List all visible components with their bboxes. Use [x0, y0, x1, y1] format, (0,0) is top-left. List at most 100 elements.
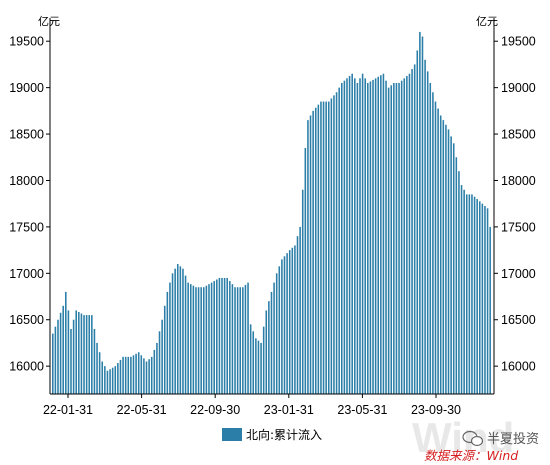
- y-tick-label-right: 18000: [501, 174, 536, 188]
- bar: [364, 78, 366, 394]
- bar: [247, 282, 249, 394]
- bar: [359, 78, 361, 394]
- bar: [218, 277, 221, 394]
- bar: [486, 208, 489, 394]
- bar: [299, 226, 301, 394]
- bar: [156, 342, 158, 394]
- y-tick-label-right: 19000: [501, 81, 536, 95]
- bar: [327, 101, 330, 394]
- bar: [70, 329, 72, 394]
- bar: [437, 108, 439, 395]
- bar: [408, 73, 411, 394]
- bar: [145, 361, 148, 394]
- bar: [281, 259, 283, 394]
- bar: [52, 333, 54, 394]
- bar: [176, 264, 179, 394]
- bar: [406, 76, 408, 395]
- bar: [468, 194, 471, 394]
- bar: [169, 282, 171, 394]
- bar: [484, 206, 486, 394]
- bar: [187, 282, 189, 394]
- bar: [439, 115, 442, 394]
- bar: [234, 287, 236, 394]
- bar: [242, 287, 244, 394]
- bar: [85, 315, 88, 394]
- bar: [429, 82, 432, 395]
- bar: [265, 310, 268, 394]
- bar: [309, 115, 312, 394]
- bar: [473, 196, 476, 394]
- y-unit-left: 亿元: [38, 15, 60, 28]
- bar: [75, 310, 77, 394]
- bar: [356, 82, 359, 395]
- bar: [291, 247, 294, 394]
- bar: [471, 194, 473, 394]
- y-tick-label-right: 18500: [501, 128, 536, 142]
- bar: [140, 355, 143, 394]
- bar: [296, 236, 299, 394]
- bar: [286, 253, 288, 394]
- x-ticks: 22-01-31 22-05-31 22-09-30 23-01-31 23-05-31…: [43, 394, 461, 417]
- bar: [106, 370, 109, 394]
- y-tick-label-left: 18500: [9, 128, 44, 142]
- bar: [455, 157, 458, 394]
- bar: [98, 352, 101, 394]
- bar: [236, 287, 239, 394]
- legend-swatch: [222, 428, 242, 441]
- bar: [93, 329, 96, 394]
- bar: [340, 82, 343, 395]
- bar: [372, 79, 374, 394]
- bar: [252, 331, 255, 394]
- bar: [382, 73, 385, 394]
- legend: 北向:累计流入: [222, 427, 322, 442]
- bar: [229, 281, 231, 394]
- y-tick-label-left: 18000: [9, 174, 44, 188]
- bar: [239, 287, 242, 394]
- bar: [111, 367, 114, 394]
- bar: [226, 277, 228, 394]
- bar: [393, 82, 395, 395]
- bar: [163, 305, 166, 394]
- bar: [354, 78, 356, 394]
- bar: [463, 189, 465, 394]
- bar: [223, 277, 226, 394]
- bar: [325, 101, 327, 394]
- bar: [124, 356, 127, 394]
- bar: [367, 82, 369, 395]
- bar: [481, 203, 484, 394]
- bar: [109, 369, 111, 394]
- legend-label: 北向:累计流入: [246, 427, 322, 442]
- bar: [333, 95, 335, 395]
- bar: [465, 194, 468, 394]
- bar: [135, 353, 137, 394]
- bar: [489, 226, 491, 394]
- bar: [249, 324, 252, 394]
- bar: [476, 199, 478, 394]
- bar: [320, 101, 322, 394]
- y-tick-label-right: 17000: [501, 267, 536, 281]
- bar: [174, 268, 176, 394]
- bar: [192, 285, 195, 394]
- bar: [231, 284, 234, 394]
- y-tick-label-left: 16500: [9, 313, 44, 327]
- bar: [314, 107, 317, 395]
- x-tick-label: 22-01-31: [43, 403, 93, 417]
- bar: [447, 129, 450, 394]
- y-tick-label-left: 17500: [9, 220, 44, 234]
- bar: [197, 287, 200, 394]
- bar: [104, 366, 106, 394]
- bar: [210, 282, 213, 394]
- bar: [395, 82, 398, 395]
- bar: [143, 358, 145, 394]
- y-tick-label-right: 16500: [501, 313, 536, 327]
- bar: [294, 245, 296, 394]
- bar: [432, 92, 434, 395]
- bar: [255, 338, 257, 394]
- bar: [117, 363, 119, 394]
- bar: [153, 349, 156, 394]
- bar: [452, 143, 455, 394]
- x-tick-label: 23-01-31: [264, 403, 314, 417]
- bar: [171, 273, 174, 394]
- bars-group: [52, 31, 491, 395]
- bar: [244, 284, 247, 394]
